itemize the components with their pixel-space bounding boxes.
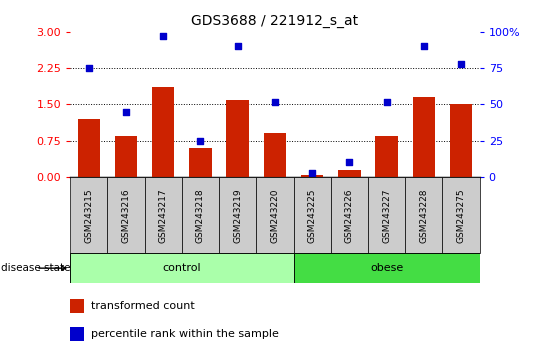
Bar: [450, 104, 472, 177]
Bar: [70, 298, 85, 313]
Text: GSM243215: GSM243215: [84, 188, 93, 243]
Text: GSM243227: GSM243227: [382, 188, 391, 243]
Text: GSM243218: GSM243218: [196, 188, 205, 243]
Bar: [413, 97, 435, 177]
Text: transformed count: transformed count: [91, 301, 194, 310]
Bar: [107, 177, 144, 253]
Point: [233, 44, 242, 49]
Bar: [115, 136, 137, 177]
Bar: [264, 133, 286, 177]
Text: obese: obese: [370, 263, 403, 273]
Text: GSM243217: GSM243217: [158, 188, 168, 243]
Point: [382, 99, 391, 104]
Bar: [226, 99, 249, 177]
Point: [159, 33, 168, 39]
Bar: [70, 327, 85, 341]
Bar: [331, 177, 368, 253]
Bar: [219, 177, 256, 253]
Text: GSM243275: GSM243275: [457, 188, 466, 243]
Bar: [182, 177, 219, 253]
Text: GSM243220: GSM243220: [271, 188, 279, 243]
Bar: [338, 170, 361, 177]
Point: [196, 138, 205, 144]
Point: [271, 99, 279, 104]
Point: [308, 170, 316, 176]
Point: [457, 61, 465, 67]
Point: [345, 160, 354, 165]
Text: GSM243216: GSM243216: [121, 188, 130, 243]
Point: [122, 109, 130, 115]
Text: GSM243225: GSM243225: [308, 188, 316, 243]
Text: GSM243228: GSM243228: [419, 188, 429, 243]
Text: GSM243219: GSM243219: [233, 188, 242, 243]
Bar: [144, 177, 182, 253]
Text: control: control: [162, 263, 201, 273]
Point: [85, 65, 93, 71]
Bar: [301, 175, 323, 177]
Bar: [443, 177, 480, 253]
Bar: [405, 177, 443, 253]
Bar: [294, 177, 331, 253]
Bar: [152, 87, 174, 177]
Title: GDS3688 / 221912_s_at: GDS3688 / 221912_s_at: [191, 14, 358, 28]
Bar: [70, 253, 294, 283]
Bar: [256, 177, 294, 253]
Bar: [368, 177, 405, 253]
Bar: [294, 253, 480, 283]
Bar: [78, 119, 100, 177]
Bar: [376, 136, 398, 177]
Point: [419, 44, 428, 49]
Text: percentile rank within the sample: percentile rank within the sample: [91, 329, 279, 339]
Text: GSM243226: GSM243226: [345, 188, 354, 243]
Bar: [70, 177, 107, 253]
Text: disease state: disease state: [2, 263, 71, 273]
Bar: [189, 148, 212, 177]
